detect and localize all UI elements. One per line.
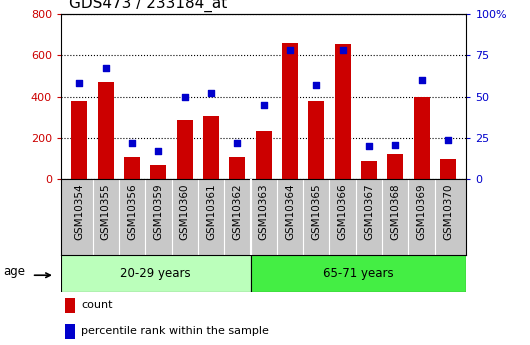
Text: GSM10368: GSM10368: [390, 183, 400, 240]
Point: [260, 102, 268, 108]
Bar: [308, 101, 324, 179]
Bar: [335, 44, 350, 179]
Text: age: age: [3, 265, 25, 278]
Bar: [256, 131, 271, 179]
Point: [312, 82, 321, 88]
Point: [391, 142, 400, 147]
Text: GSM10356: GSM10356: [127, 183, 137, 240]
Text: count: count: [81, 300, 113, 310]
Bar: [61, 255, 251, 292]
Bar: [251, 255, 466, 292]
Bar: [65, 324, 75, 338]
Bar: [282, 43, 298, 179]
Text: GSM10359: GSM10359: [153, 183, 163, 240]
Point: [444, 137, 452, 142]
Text: percentile rank within the sample: percentile rank within the sample: [81, 326, 269, 336]
Text: GSM10370: GSM10370: [443, 183, 453, 240]
Bar: [414, 97, 429, 179]
Text: GSM10364: GSM10364: [285, 183, 295, 240]
Text: GDS473 / 233184_at: GDS473 / 233184_at: [69, 0, 227, 12]
Bar: [65, 298, 75, 313]
Bar: [72, 101, 87, 179]
Point: [154, 148, 163, 154]
Bar: [177, 120, 192, 179]
Text: GSM10360: GSM10360: [180, 183, 190, 240]
Bar: [440, 159, 456, 179]
Text: GSM10361: GSM10361: [206, 183, 216, 240]
Text: GSM10367: GSM10367: [364, 183, 374, 240]
Text: GSM10365: GSM10365: [311, 183, 321, 240]
Point: [418, 77, 426, 83]
Point: [75, 81, 84, 86]
Bar: [98, 82, 113, 179]
Text: GSM10362: GSM10362: [232, 183, 242, 240]
Bar: [361, 161, 377, 179]
Text: GSM10369: GSM10369: [417, 183, 427, 240]
Point: [128, 140, 136, 146]
Point: [365, 144, 373, 149]
Point: [286, 48, 294, 53]
Text: GSM10355: GSM10355: [101, 183, 111, 240]
Text: GSM10354: GSM10354: [74, 183, 84, 240]
Point: [180, 94, 189, 99]
Bar: [203, 116, 219, 179]
Text: 20-29 years: 20-29 years: [120, 267, 191, 280]
Point: [207, 90, 215, 96]
Point: [233, 140, 242, 146]
Bar: [151, 165, 166, 179]
Point: [101, 66, 110, 71]
Text: GSM10363: GSM10363: [259, 183, 269, 240]
Point: [339, 48, 347, 53]
Text: GSM10366: GSM10366: [338, 183, 348, 240]
Bar: [124, 157, 140, 179]
Bar: [229, 157, 245, 179]
Bar: [387, 154, 403, 179]
Text: 65-71 years: 65-71 years: [323, 267, 394, 280]
